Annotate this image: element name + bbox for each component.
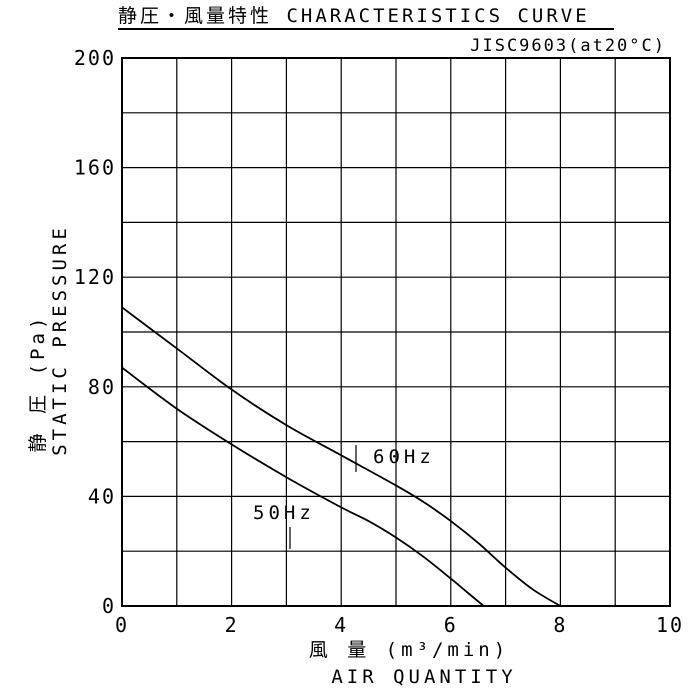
y-tick-label: 0 — [102, 594, 116, 618]
x-tick-label: 4 — [334, 613, 348, 637]
grid-lines — [122, 58, 670, 606]
y-axis-title-en: STATIC PRESSURE — [49, 224, 71, 456]
x-axis-title: 風 量 (m³/min) — [309, 639, 509, 661]
y-tick-label: 40 — [88, 484, 116, 508]
series-group — [121, 306, 561, 607]
tick-labels: 0 2 4 6 8 10 0 40 80 120 160 200 — [74, 46, 684, 637]
y-tick-label: 80 — [88, 375, 116, 399]
y-tick-label: 200 — [74, 46, 116, 70]
chart-title: 静圧・風量特性 CHARACTERISTICS CURVE — [118, 5, 590, 27]
y-axis-title: 静 圧 (Pa) — [27, 314, 49, 453]
x-axis-title-en: AIR QUANTITY — [331, 666, 516, 688]
series-label-50hz: 50Hz — [253, 502, 315, 524]
y-tick-label: 160 — [74, 156, 116, 180]
x-tick-label: 6 — [444, 613, 458, 637]
x-tick-label: 0 — [115, 613, 129, 637]
x-tick-label: 8 — [553, 613, 567, 637]
series-label-60hz: 60Hz — [373, 446, 435, 468]
plot-frame — [121, 57, 671, 607]
x-tick-label: 10 — [656, 613, 684, 637]
y-tick-label: 120 — [74, 265, 116, 289]
series-line-60hz — [121, 306, 561, 607]
standard-label: JISC9603(at20°C) — [470, 36, 666, 56]
x-tick-label: 2 — [225, 613, 239, 637]
series-line-50hz — [121, 366, 485, 607]
